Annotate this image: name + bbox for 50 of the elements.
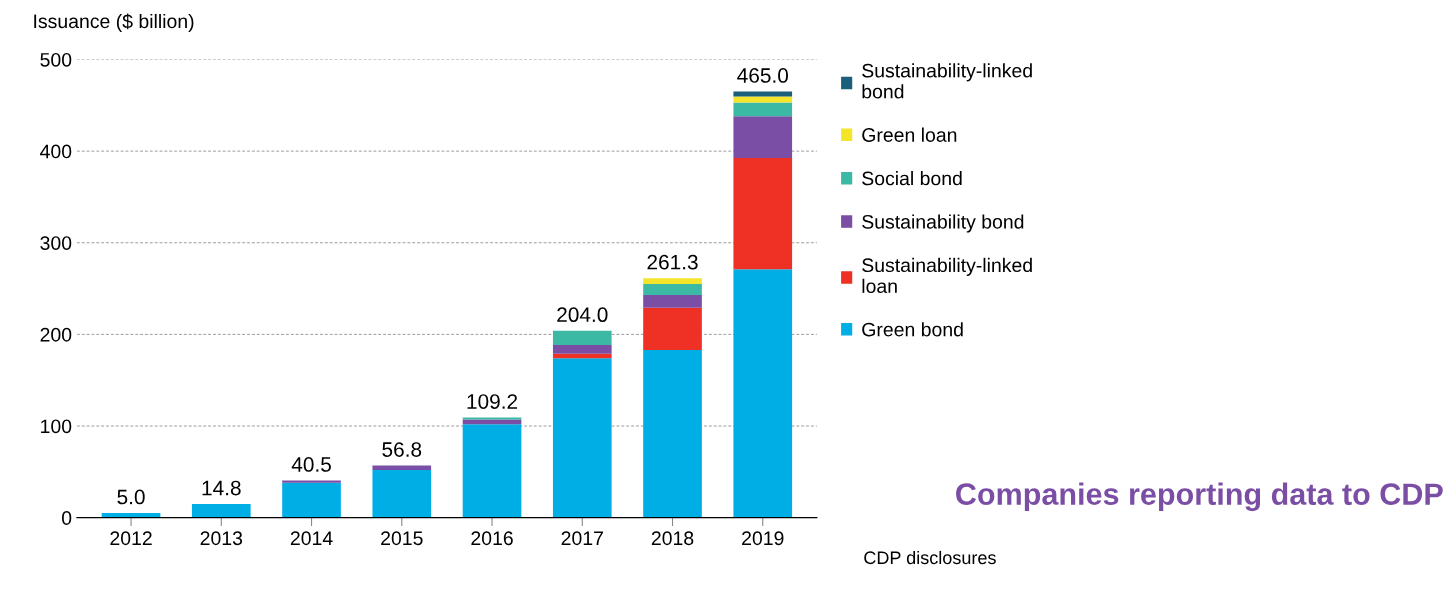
- x-tick-label: 2019: [742, 531, 784, 546]
- legend-label: Social bond: [862, 171, 962, 186]
- x-tick-label: 2016: [471, 531, 513, 546]
- bar: [643, 349, 702, 518]
- total-label: 261.3: [647, 254, 698, 270]
- x-tick-label: 2013: [200, 531, 243, 546]
- y-tick-label: 200: [40, 327, 72, 342]
- bar: [733, 102, 793, 117]
- bar: [643, 283, 702, 295]
- legend-label: Green bond: [862, 322, 963, 337]
- x-tick-label: 2012: [110, 531, 152, 546]
- total-label: 465.0: [737, 68, 789, 83]
- y-tick-label: 300: [40, 236, 72, 250]
- legend-label: Sustainability-linked bond: [862, 63, 1032, 99]
- x-tick-label: 2014: [290, 531, 333, 546]
- bar: [733, 116, 793, 158]
- text: Companies reporting data to CDP: [956, 482, 1443, 512]
- y-tick-label: 400: [40, 144, 72, 159]
- y-tick-label: 500: [40, 52, 72, 67]
- total-label: 204.0: [557, 307, 608, 323]
- text: CDP disclosures: [864, 550, 996, 565]
- total-label: 56.8: [382, 442, 422, 457]
- x-tick-label: 2017: [561, 531, 603, 546]
- y-axis-title: Issuance ($ billion): [34, 13, 194, 32]
- legend-label: Sustainability-linked loan: [862, 257, 1032, 294]
- total-label: 109.2: [467, 394, 518, 409]
- legend-label: Sustainability bond: [862, 214, 1024, 233]
- total-label: 14.8: [202, 480, 241, 496]
- bar: [733, 96, 793, 103]
- bar: [552, 344, 612, 354]
- bar: [462, 417, 522, 420]
- bar: [191, 504, 251, 518]
- bar: [643, 307, 702, 350]
- bar: [643, 278, 702, 284]
- bar: [372, 470, 432, 518]
- total-label: 40.5: [291, 457, 331, 472]
- bar: [552, 330, 612, 345]
- bar: [733, 158, 793, 270]
- bar: [643, 294, 702, 308]
- y-tick-label: 0: [61, 511, 72, 525]
- bar: [733, 269, 793, 518]
- x-tick-label: 2015: [381, 531, 423, 546]
- total-label: 5.0: [117, 489, 145, 505]
- bar: [282, 482, 341, 518]
- bar: [552, 358, 612, 518]
- y-tick-label: 100: [41, 419, 72, 434]
- x-tick-label: 2018: [651, 531, 694, 546]
- bar: [462, 424, 522, 518]
- legend-label: Green loan: [862, 127, 957, 142]
- bar: [372, 465, 432, 470]
